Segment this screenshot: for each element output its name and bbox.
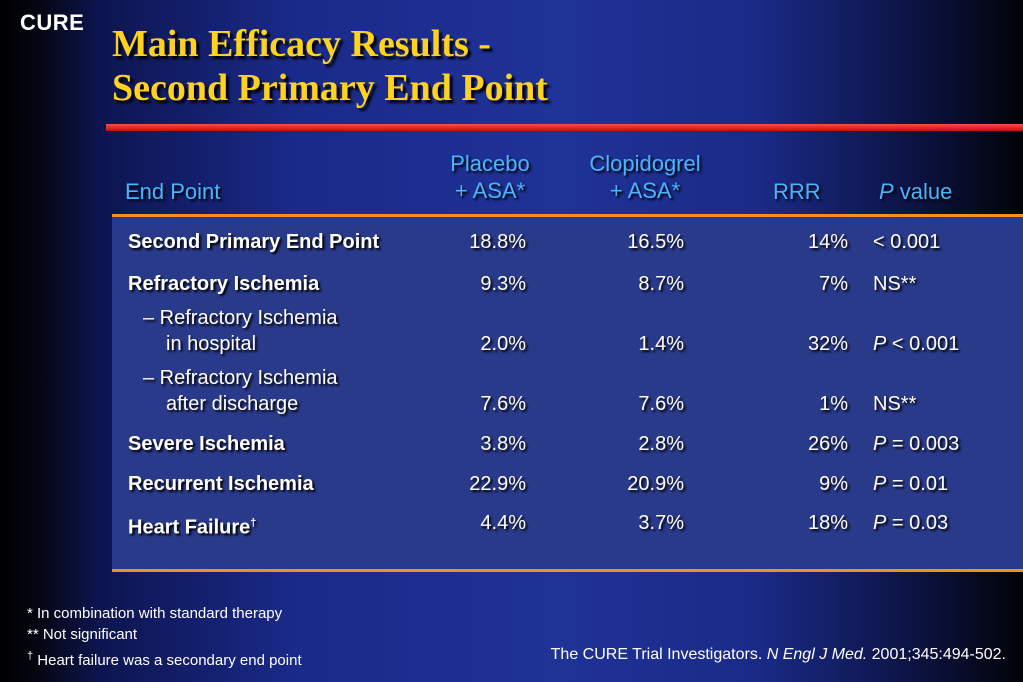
cell-rrr: 32% [807,333,848,355]
col-header-clopidogrel: Clopidogrel + ASA* [570,150,720,204]
title-line-2: Second Primary End Point [112,67,548,109]
cell-placebo: 7.6% [480,393,526,415]
p-italic: P [873,333,887,355]
col-header-clop-l2: + ASA* [609,178,681,203]
cell-pvalue: P = 0.003 [873,431,959,457]
row-label: Severe Ischemia [128,433,285,455]
row-label-subitem-l2: in hospital [166,333,257,355]
p-italic: P [873,473,887,495]
col-header-placebo-l1: Placebo [450,151,530,176]
pvalue-text: = 0.003 [886,433,960,455]
title-line-1: Main Efficacy Results - [112,23,491,65]
row-label: Recurrent Ischemia [128,473,314,495]
slide-title: Main Efficacy Results - Second Primary E… [112,22,548,110]
pvalue-text: NS** [873,273,917,295]
citation: The CURE Trial Investigators. N Engl J M… [551,646,1006,664]
cell-rrr: 18% [807,512,848,534]
pvalue-text: = 0.01 [886,473,949,495]
row-label-subitem: – Refractory Ischemia [143,367,338,389]
cell-rrr: 9% [819,473,848,495]
cell-rrr: 1% [819,393,848,415]
cell-pvalue: NS** [873,271,916,297]
col-header-placebo-l2: + ASA* [454,178,526,203]
cell-clopidogrel: 16.5% [627,231,684,253]
pvalue-text: = 0.03 [886,512,949,534]
citation-journal: N Engl J Med. [766,646,868,663]
cell-clopidogrel: 8.7% [638,273,684,295]
p-italic: P [879,179,894,204]
col-header-pvalue: P value [879,178,952,205]
cell-pvalue: P = 0.03 [873,510,948,536]
cell-pvalue: P = 0.01 [873,471,948,497]
p-italic: P [873,512,887,534]
col-header-rrr: RRR [773,179,821,204]
footnote-2: ** Not significant [27,626,138,643]
row-label-subitem-l2: after discharge [166,393,299,415]
footnote-3-text: Heart failure was a secondary end point [33,652,302,669]
dagger-mark: † [250,517,257,529]
cell-placebo: 9.3% [480,273,526,295]
row-label: Second Primary End Point [128,231,380,253]
table-top-rule [112,214,1023,217]
p-rest: value [893,179,953,204]
cell-placebo: 3.8% [480,433,526,455]
cell-clopidogrel: 7.6% [638,393,684,415]
cell-pvalue: P < 0.001 [873,331,959,357]
citation-volume: 2001;345:494-502. [867,646,1006,663]
table-panel [112,214,1023,572]
logo: CURE [20,10,85,35]
row-label: Refractory Ischemia [128,273,320,295]
footnote-1: * In combination with standard therapy [27,605,283,622]
p-italic: P [873,433,887,455]
title-divider [106,124,1023,131]
table-bottom-rule [112,569,1023,572]
col-header-endpoint: End Point [125,179,221,204]
cell-pvalue: NS** [873,391,916,417]
dagger-mark: † [27,650,34,662]
cell-placebo: 4.4% [480,512,526,534]
pvalue-text: < 0.001 [886,333,960,355]
col-header-placebo: Placebo + ASA* [430,150,550,204]
citation-authors: The CURE Trial Investigators. [550,646,767,663]
cell-pvalue: < 0.001 [873,229,940,255]
cell-rrr: 7% [819,273,848,295]
cell-rrr: 26% [807,433,848,455]
cell-placebo: 2.0% [480,333,526,355]
cell-rrr: 14% [807,231,848,253]
cell-clopidogrel: 1.4% [638,333,684,355]
cell-clopidogrel: 3.7% [638,512,684,534]
row-label-subitem: – Refractory Ischemia [143,307,338,329]
col-header-clop-l1: Clopidogrel [589,151,701,176]
row-label-text: Heart Failure [128,516,251,539]
cell-clopidogrel: 2.8% [638,433,684,455]
cell-placebo: 22.9% [469,473,526,495]
pvalue-text: NS** [873,393,917,415]
cell-placebo: 18.8% [469,231,526,253]
pvalue-text: < 0.001 [873,231,941,253]
row-label: Heart Failure† [128,510,256,541]
cell-clopidogrel: 20.9% [627,473,684,495]
footnote-3: † Heart failure was a secondary end poin… [27,647,302,670]
